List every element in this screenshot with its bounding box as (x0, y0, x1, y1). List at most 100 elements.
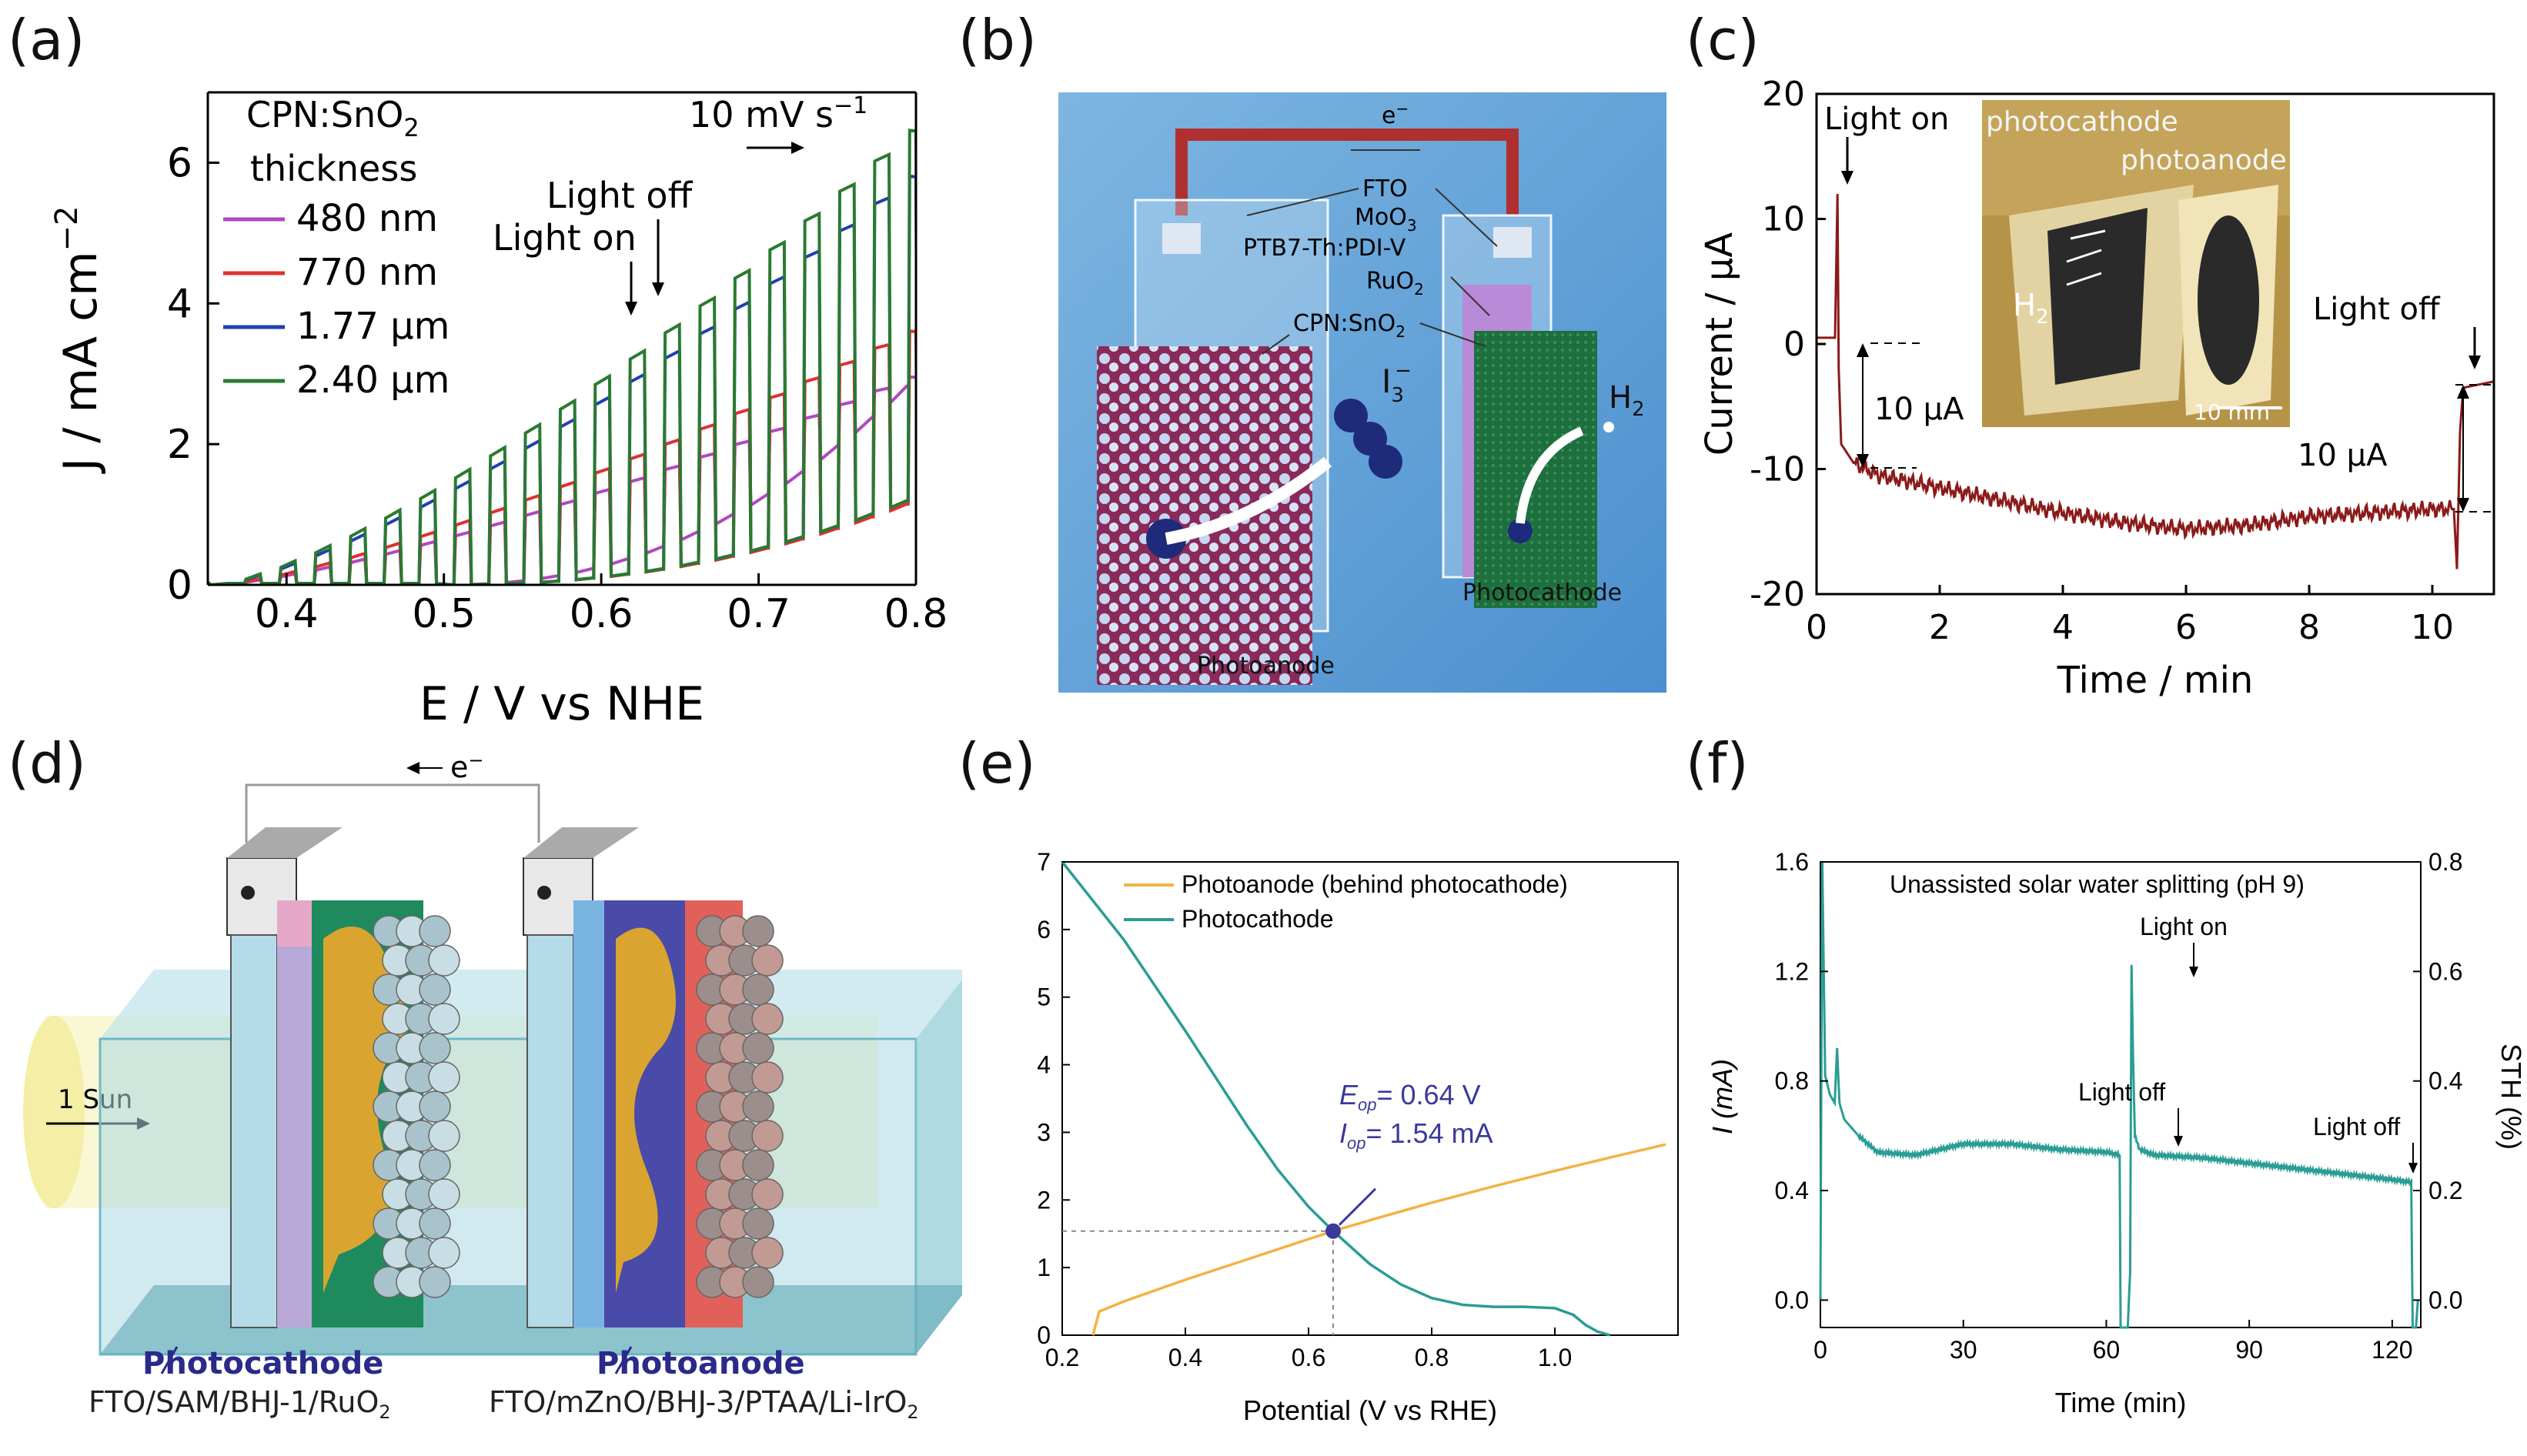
f-y-axis-label: I (mA) (1706, 1059, 1738, 1134)
a-x-axis-label: E / V vs NHE (419, 677, 704, 723)
c-xtick-label: 4 (2052, 608, 2074, 647)
d-ball (419, 1090, 451, 1123)
a-legend-title-2: thickness (250, 148, 417, 189)
a-series-3 (208, 129, 916, 585)
d-ball (751, 944, 784, 977)
panel-label-a: (a) (8, 8, 85, 72)
f-title: Unassisted solar water splitting (pH 9) (1890, 870, 2305, 898)
f-ytick-label: 1.6 (1775, 848, 1809, 876)
e-iop-label: Iop= 1.54 mA (1339, 1117, 1493, 1153)
b-photoanode-label: Photoanode (1197, 653, 1335, 680)
e-op-point (1325, 1223, 1341, 1239)
d-ball (419, 1032, 451, 1064)
b-electron-label: e− (1382, 99, 1409, 129)
b-photocathode-label: Photocathode (1462, 579, 1622, 606)
a-series-0 (208, 369, 916, 585)
e-xtick-label: 1.0 (1538, 1344, 1572, 1371)
d-ball (428, 944, 460, 977)
c-series-line (1817, 193, 2495, 569)
d-ball (419, 1207, 451, 1240)
d-ball (751, 1003, 784, 1035)
e-xtick-label: 0.4 (1168, 1344, 1202, 1371)
f-ytick-label: 1.2 (1775, 957, 1809, 985)
e-series-1 (1061, 860, 1611, 1337)
a-xtick-label: 0.7 (727, 591, 791, 637)
panel-label-b: (b) (958, 8, 1037, 72)
c-ytick-label: -10 (1750, 450, 1805, 489)
c-xtick-label: 2 (1929, 608, 1950, 647)
d-ball (428, 1003, 460, 1035)
a-light-off-arrowhead (652, 282, 664, 296)
a-xtick-label: 0.4 (255, 591, 319, 637)
f-xtick-label: 120 (2372, 1336, 2412, 1364)
b-clip-left (1162, 223, 1201, 254)
c-ytick-label: -20 (1750, 575, 1805, 614)
f-light-off-2: Light off (2313, 1113, 2400, 1140)
c-x-axis-label: Time / min (2057, 659, 2254, 702)
schematic-d: 1 Sun e− Photocathode FTO/SAM/BHJ-1/RuO2… (23, 754, 962, 1423)
b-wire (1175, 129, 1519, 215)
b-arrow-cathode (1516, 426, 1584, 524)
d-ball (742, 1032, 774, 1064)
c-xtick-label: 10 (2411, 608, 2454, 647)
d-ball (742, 1149, 774, 1181)
e-ytick-label: 7 (1037, 848, 1051, 876)
d-photoanode-stack: FTO/mZnO/BHJ-3/PTAA/Li-IrO2 (489, 1385, 919, 1423)
f-xtick-label: 90 (2235, 1336, 2263, 1364)
d-ball (428, 1178, 460, 1211)
c-ytick-label: 0 (1783, 325, 1805, 364)
c-ytick-label: 10 (1762, 200, 1805, 239)
e-ytick-label: 3 (1037, 1118, 1051, 1146)
c-xtick-label: 0 (1806, 608, 1827, 647)
d-ball (751, 1237, 784, 1269)
e-xtick-label: 0.8 (1415, 1344, 1449, 1371)
e-ytick-label: 2 (1037, 1186, 1051, 1214)
e-eop-label: Eop= 0.64 V (1339, 1079, 1481, 1114)
b-layer-ruo2: RuO2 (1366, 268, 1424, 299)
panel-label-d: (d) (8, 731, 86, 796)
f-ytick-label: 0.8 (1775, 1067, 1809, 1095)
f-y2tick-label: 0.0 (2428, 1286, 2462, 1314)
b-layer-fto: FTO (1362, 175, 1408, 202)
f-light-on: Light on (2140, 913, 2228, 940)
d-photocathode-stack: FTO/SAM/BHJ-1/RuO2 (89, 1385, 391, 1423)
d-ball (742, 915, 774, 947)
c-light-off-label: Light off (2313, 292, 2441, 327)
d-ball (428, 1061, 460, 1094)
d-photocathode-title: Photocathode (142, 1346, 383, 1381)
chart-a-jv-curves: 0.4 0.5 0.6 0.7 0.8 0 2 4 6 E / V vs NHE J / mA … (49, 91, 947, 723)
d-ball (751, 1178, 784, 1211)
e-series-0 (1091, 1143, 1666, 1336)
a-light-off-label: Light off (547, 175, 694, 216)
a-light-on-arrowhead (625, 302, 637, 316)
a-series-1 (208, 329, 916, 585)
a-legend-label: 480 nm (296, 197, 438, 240)
f-xtick-label: 0 (1813, 1336, 1827, 1364)
c-xtick-label: 6 (2175, 608, 2197, 647)
b-iodide-label: I3− (1382, 359, 1412, 407)
chart-e-operating-point: 0.2 0.4 0.6 0.8 1.0 0 1 2 3 4 5 6 7 Potential (V vs … (1037, 848, 1679, 1426)
d-ball (742, 973, 774, 1006)
a-ytick-label: 6 (167, 140, 192, 186)
a-ytick-label: 0 (167, 563, 192, 609)
f-y2tick-label: 0.2 (2428, 1177, 2462, 1204)
d-ball (428, 1120, 460, 1152)
chart-c-photocurrent: 0 2 4 6 8 10 20 10 0 -10 -20 Time / min Current / … (1698, 75, 2495, 702)
b-photoanode-block (1097, 346, 1312, 685)
c-inset-scale: 10 mm (2194, 399, 2270, 425)
d-electron-label: e− (450, 754, 484, 784)
a-legend-title: CPN:SnO2 (246, 94, 419, 142)
e-legend-label: Photocathode (1182, 905, 1334, 933)
d-ball (419, 915, 451, 947)
b-arrow-anode (1165, 456, 1332, 545)
chart-f-stability: 0 30 60 90 120 0.0 0.4 0.8 1.2 1.6 0.0 0.2 0.4 0.6 0.8… (1706, 848, 2525, 1418)
d-ball (419, 1266, 451, 1298)
f-y2tick-label: 0.4 (2428, 1067, 2462, 1095)
panel-label-f: (f) (1686, 731, 1749, 796)
e-ytick-label: 5 (1037, 983, 1051, 1011)
a-scan-rate: 10 mV s−1 (689, 92, 867, 135)
f-ytick-label: 0.0 (1775, 1286, 1809, 1314)
d-photoanode-title: Photoanode (597, 1346, 805, 1381)
d-ball (419, 973, 451, 1006)
e-xtick-label: 0.2 (1045, 1344, 1079, 1371)
